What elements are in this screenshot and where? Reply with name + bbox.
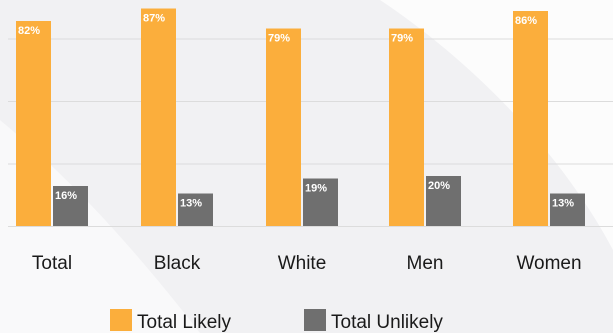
bar-unlikely-white — [303, 178, 338, 226]
legend-label: Total Unlikely — [331, 312, 443, 333]
bar-unlikely-black — [178, 193, 213, 226]
legend-label: Total Likely — [137, 312, 231, 333]
tick-label-men: Men — [407, 253, 444, 274]
legend-swatch — [110, 309, 132, 331]
gridlines — [8, 38, 613, 227]
bar-likely-women — [513, 11, 548, 226]
legend: Total Likely Total Unlikely — [110, 309, 443, 333]
data-label-likely-women: 86% — [515, 15, 537, 27]
data-label-likely-total: 82% — [18, 25, 40, 37]
bar-unlikely-men — [426, 176, 461, 226]
bar-likely-black — [141, 8, 176, 226]
data-label-unlikely-white: 19% — [305, 183, 327, 195]
bar-likely-white — [266, 28, 301, 226]
legend-item-total-likely: Total Likely — [110, 309, 231, 333]
bar-likely-total — [16, 21, 51, 226]
data-label-unlikely-total: 16% — [55, 190, 77, 202]
bar-unlikely-women — [550, 193, 585, 226]
tick-label-women: Women — [516, 253, 581, 274]
data-label-unlikely-women: 13% — [552, 198, 574, 210]
tick-label-total: Total — [32, 253, 72, 274]
x-axis-tick-labels: Total Black White Men Women — [32, 253, 582, 274]
data-labels: 82% 16% 87% 13% 79% 19% 79% 20% 86% 13% — [18, 13, 574, 210]
tick-label-black: Black — [154, 253, 201, 274]
data-label-likely-men: 79% — [391, 33, 413, 45]
data-label-likely-black: 87% — [143, 13, 165, 25]
bars — [16, 8, 585, 226]
legend-item-total-unlikely: Total Unlikely — [304, 309, 443, 333]
data-label-unlikely-men: 20% — [428, 180, 450, 192]
background-arc-top-right — [380, 0, 613, 250]
bar-unlikely-total — [53, 186, 88, 226]
data-label-likely-white: 79% — [268, 33, 290, 45]
tick-label-white: White — [278, 253, 327, 274]
legend-swatch — [304, 309, 326, 331]
data-label-unlikely-black: 13% — [180, 198, 202, 210]
bar-likely-men — [389, 28, 424, 226]
